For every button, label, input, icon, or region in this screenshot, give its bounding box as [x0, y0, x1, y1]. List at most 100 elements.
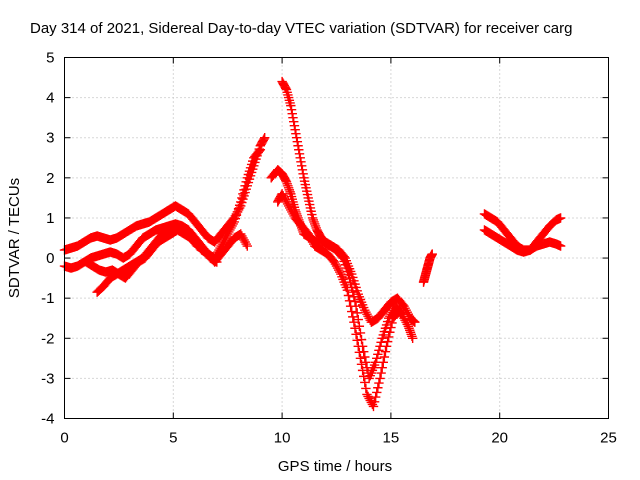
data-point [294, 145, 304, 155]
y-tick-label: -1 [41, 290, 54, 307]
data-point [254, 146, 264, 156]
data-point [369, 397, 380, 407]
data-point [292, 137, 303, 147]
y-tick-label: 2 [46, 170, 54, 187]
series-track-g [273, 189, 405, 412]
data-point [294, 149, 305, 159]
data-point [372, 387, 382, 398]
data-point [240, 181, 250, 191]
data-point [375, 373, 385, 384]
y-tick-label: -4 [41, 411, 54, 428]
data-point [377, 362, 387, 373]
data-point [355, 328, 366, 338]
data-point [255, 145, 266, 155]
y-tick-label: 5 [46, 50, 54, 67]
data-point [297, 165, 308, 175]
data-point [394, 305, 405, 315]
series-track-j [479, 225, 566, 257]
x-axis: 0 5 10 15 20 25 [60, 57, 617, 447]
data-point [407, 333, 418, 343]
data-point [350, 323, 360, 333]
data-point [237, 193, 247, 203]
series-track-b [59, 145, 266, 273]
data-point [349, 292, 359, 302]
data-point [289, 116, 299, 127]
data-point [291, 133, 302, 143]
x-axis-label: GPS time / hours [278, 458, 392, 475]
data-point [373, 383, 383, 393]
series-track-d [81, 225, 222, 283]
data-point [372, 353, 382, 364]
data-point [379, 352, 390, 362]
data-point [555, 241, 566, 251]
data-point [393, 306, 404, 317]
data-point [352, 335, 362, 345]
data-point [356, 359, 367, 370]
data-point [295, 153, 305, 163]
data-point [386, 322, 396, 333]
data-point [352, 308, 362, 318]
x-tick-label: 15 [383, 430, 400, 447]
data-point [354, 347, 365, 358]
x-tick-label: 25 [600, 430, 617, 447]
y-tick-label: 3 [46, 130, 54, 147]
data-point [298, 169, 308, 179]
data-point [410, 317, 420, 327]
data-point [236, 197, 246, 207]
data-point [344, 273, 355, 283]
x-tick-label: 10 [274, 430, 291, 447]
x-tick-label: 20 [491, 430, 508, 447]
plot-frame [64, 57, 609, 419]
y-tick-label: 4 [46, 90, 54, 107]
data-point [347, 306, 357, 317]
y-tick-label: 1 [46, 210, 54, 227]
data-point [296, 161, 307, 171]
data-point [357, 365, 368, 376]
y-axis-label: SDTVAR / TECUs [6, 178, 23, 298]
data-point [354, 321, 365, 331]
data-point [286, 104, 297, 115]
data-point [286, 100, 296, 111]
data-point [287, 108, 297, 119]
data-point [296, 157, 306, 167]
data-point [291, 129, 301, 139]
data-point [385, 327, 395, 337]
data-point [370, 357, 381, 368]
data-point [242, 241, 252, 251]
data-point [281, 83, 291, 93]
y-tick-label: 0 [46, 250, 54, 267]
data-point [387, 318, 397, 328]
data-point [382, 336, 393, 347]
data-marks [59, 76, 566, 412]
y-tick-label: -2 [41, 330, 54, 347]
data-point [359, 371, 369, 382]
x-tick-label: 5 [169, 430, 177, 447]
series-track-a [59, 133, 270, 255]
data-point [293, 141, 303, 151]
data-point [239, 185, 249, 195]
data-point [290, 125, 300, 135]
series-track-e [277, 76, 420, 327]
data-point [259, 133, 270, 143]
data-point [360, 352, 370, 362]
data-point [368, 401, 379, 412]
data-point [351, 329, 361, 339]
data-point [342, 285, 353, 295]
data-point [289, 120, 300, 131]
data-point [374, 345, 384, 356]
data-point [238, 189, 248, 199]
data-point [381, 341, 392, 351]
data-point [241, 177, 251, 187]
data-point [373, 349, 383, 360]
data-point [370, 392, 381, 402]
data-point [378, 357, 388, 368]
data-point [360, 377, 370, 388]
data-point [361, 383, 371, 394]
data-point [259, 134, 269, 144]
data-point [345, 301, 356, 311]
data-point [353, 341, 363, 351]
y-tick-label: -3 [41, 370, 54, 387]
series-track-h [418, 249, 437, 287]
x-tick-label: 0 [60, 430, 68, 447]
